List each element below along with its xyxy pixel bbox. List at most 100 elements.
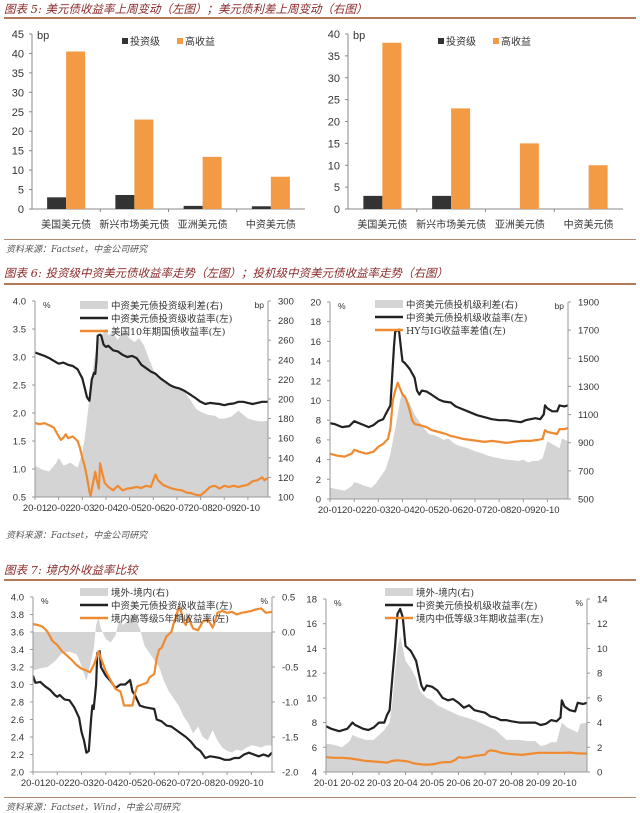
left-tick-label: 2 bbox=[316, 475, 321, 486]
left-unit-label: % bbox=[41, 596, 49, 606]
right-tick-label: 140 bbox=[278, 453, 294, 464]
figure-7-title-rule bbox=[4, 579, 636, 581]
y-tick-label: 25 bbox=[328, 95, 340, 107]
x-tick-label: 20-10 bbox=[535, 505, 559, 516]
legend-swatch bbox=[177, 38, 183, 44]
right-tick-label: 2 bbox=[597, 743, 602, 754]
x-tick-label: 20-07 bbox=[463, 505, 487, 516]
right-tick-label: 12 bbox=[597, 619, 608, 630]
x-tick-label: 20-03 bbox=[367, 778, 391, 789]
x-tick-label: 20-08 bbox=[188, 503, 212, 514]
right-tick-label: 1100 bbox=[578, 410, 598, 421]
right-tick-label: 1300 bbox=[578, 382, 599, 393]
series-line-1 bbox=[35, 333, 268, 407]
chart-fig5-right: 0 5 10 15 20 25 30 35 40 bp 美国美元债 新兴市场美元债 亚洲美元债 中资美元债… bbox=[328, 29, 623, 231]
left-tick-label: 6 bbox=[316, 435, 321, 446]
left-tick-label: 0 bbox=[316, 495, 321, 506]
left-tick-label: 3.5 bbox=[13, 325, 26, 336]
x-tick-label: 20-06 bbox=[141, 503, 165, 514]
series-line-1 bbox=[33, 650, 272, 761]
x-tick-label: 20-08 bbox=[499, 778, 523, 789]
right-tick-label: 8 bbox=[597, 669, 602, 680]
right-tick-label: -1.0 bbox=[282, 698, 298, 709]
y-tick-label: 0 bbox=[18, 204, 24, 216]
right-tick-label: 120 bbox=[278, 473, 294, 484]
right-tick-label: 0.5 bbox=[282, 593, 295, 604]
left-tick-label: 12 bbox=[310, 376, 321, 387]
y-tick-label: 10 bbox=[328, 160, 340, 172]
figure-7-source-rule bbox=[4, 797, 636, 798]
right-unit-label: bp bbox=[555, 301, 565, 311]
right-tick-label: 220 bbox=[278, 375, 294, 386]
x-tick-label: 中资美元债 bbox=[564, 218, 614, 231]
x-tick-label: 20-10 bbox=[552, 778, 576, 789]
bar-investment-grade bbox=[251, 206, 271, 209]
y-tick-label: 5 bbox=[18, 185, 24, 197]
legend-swatch bbox=[80, 588, 108, 596]
legend-swatch bbox=[122, 38, 128, 44]
y-tick-label: 15 bbox=[12, 146, 24, 158]
series-area-0 bbox=[35, 328, 268, 497]
x-tick-label: 美国美元债 bbox=[41, 218, 91, 231]
bar-high-yield bbox=[66, 51, 86, 209]
x-tick-label: 20-04 bbox=[94, 778, 118, 789]
left-tick-label: 4 bbox=[316, 455, 321, 466]
y-tick-label: 25 bbox=[12, 107, 24, 119]
x-tick-label: 20-02 bbox=[45, 778, 69, 789]
right-tick-label: 180 bbox=[278, 414, 294, 425]
series-line-2 bbox=[33, 606, 272, 707]
left-tick-label: 4.0 bbox=[11, 593, 24, 604]
y-tick-label: 15 bbox=[328, 138, 340, 150]
bar-high-yield bbox=[451, 108, 471, 209]
right-unit-label: % bbox=[575, 598, 583, 608]
legend-label: 中资美元债投资级收益率(左) bbox=[111, 600, 232, 612]
left-tick-label: 3.8 bbox=[11, 610, 24, 621]
left-tick-label: 2.4 bbox=[11, 733, 24, 744]
right-tick-label: 6 bbox=[597, 693, 602, 704]
right-tick-label: -2.0 bbox=[282, 768, 298, 779]
left-tick-label: 14 bbox=[306, 644, 317, 655]
series-line-2 bbox=[326, 749, 587, 766]
figure-5-source: 资料来源：Factset，中金公司研究 bbox=[6, 245, 148, 255]
legend-label: 境内中低等级3年期收益率(左) bbox=[416, 613, 543, 625]
x-tick-label: 20-10 bbox=[239, 778, 263, 789]
y-tick-label: 40 bbox=[328, 29, 340, 41]
right-tick-label: 100 bbox=[278, 493, 294, 504]
x-tick-label: 20-05 bbox=[118, 778, 142, 789]
right-tick-label: 1700 bbox=[578, 326, 599, 337]
legend-label: 高收益 bbox=[185, 35, 215, 48]
legend-label: HY与IG收益率差值(左) bbox=[406, 325, 506, 337]
legend-swatch bbox=[80, 301, 108, 309]
right-tick-label: 160 bbox=[278, 434, 294, 445]
right-tick-label: 700 bbox=[578, 466, 594, 477]
left-tick-label: 3.4 bbox=[11, 645, 24, 656]
y-tick-label: 35 bbox=[328, 51, 340, 63]
x-tick-label: 20-09 bbox=[511, 505, 535, 516]
left-unit-label: % bbox=[334, 598, 342, 608]
bar-high-yield bbox=[519, 143, 539, 209]
bar-high-yield bbox=[588, 165, 608, 209]
left-tick-label: 2.6 bbox=[11, 715, 24, 726]
right-tick-label: 0 bbox=[597, 768, 602, 779]
y-tick-label: 30 bbox=[12, 87, 24, 99]
y-tick-label: 10 bbox=[12, 165, 24, 177]
legend-label: 境内高等级5年期收益率(左) bbox=[111, 613, 229, 625]
y-tick-label: 5 bbox=[334, 182, 340, 194]
series-line-2 bbox=[35, 422, 268, 497]
bar-investment-grade bbox=[115, 195, 135, 209]
series-line-2 bbox=[330, 381, 568, 458]
left-tick-label: 14 bbox=[310, 357, 321, 368]
x-tick-label: 20-01 bbox=[21, 778, 45, 789]
x-tick-label: 20-03 bbox=[70, 503, 94, 514]
x-tick-label: 20-05 bbox=[420, 778, 444, 789]
x-tick-label: 美国美元债 bbox=[357, 218, 407, 231]
right-tick-label: -0.5 bbox=[282, 663, 298, 674]
x-tick-label: 亚洲美元债 bbox=[178, 218, 228, 231]
series-line-1 bbox=[330, 328, 568, 429]
left-tick-label: 2.5 bbox=[13, 381, 26, 392]
bar-high-yield bbox=[382, 42, 402, 209]
legend-swatch bbox=[438, 38, 444, 44]
left-tick-label: 20 bbox=[310, 298, 321, 309]
right-tick-label: 300 bbox=[278, 297, 294, 308]
y-tick-label: 35 bbox=[12, 68, 24, 80]
